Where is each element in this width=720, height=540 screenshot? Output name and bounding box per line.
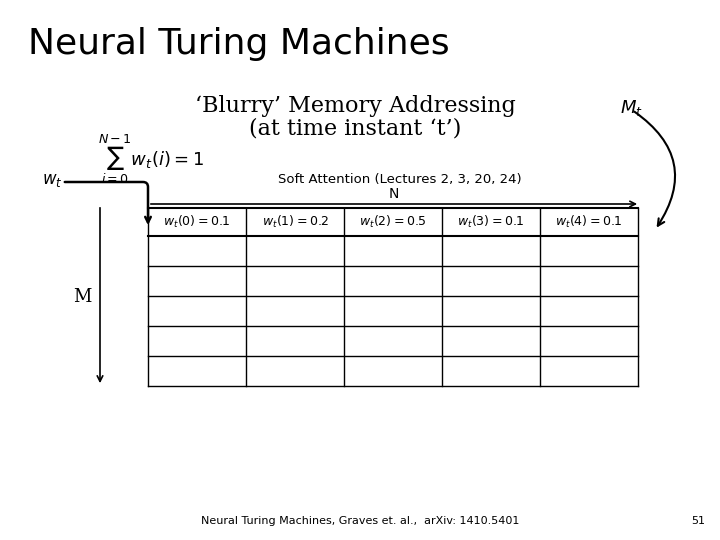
Text: (at time instant ‘t’): (at time instant ‘t’)	[249, 117, 462, 139]
Text: $\sum_{i=0}^{N-1} w_t(i) = 1$: $\sum_{i=0}^{N-1} w_t(i) = 1$	[98, 132, 204, 186]
Text: $w_t(3) = 0.1$: $w_t(3) = 0.1$	[457, 214, 525, 230]
Text: N: N	[389, 187, 399, 201]
Text: ‘Blurry’ Memory Addressing: ‘Blurry’ Memory Addressing	[194, 95, 516, 117]
Text: M: M	[73, 288, 92, 306]
Text: $w_t$: $w_t$	[42, 172, 63, 189]
Text: Neural Turing Machines: Neural Turing Machines	[28, 27, 449, 61]
Text: $M_t$: $M_t$	[620, 98, 643, 118]
Text: $w_t(4) = 0.1$: $w_t(4) = 0.1$	[555, 214, 623, 230]
Text: $w_t(0) = 0.1$: $w_t(0) = 0.1$	[163, 214, 231, 230]
Text: Neural Turing Machines, Graves et. al.,  arXiv: 1410.5401: Neural Turing Machines, Graves et. al., …	[201, 516, 519, 526]
Text: 51: 51	[691, 516, 705, 526]
Text: $w_t(1) = 0.2$: $w_t(1) = 0.2$	[261, 214, 328, 230]
Text: Soft Attention (Lectures 2, 3, 20, 24): Soft Attention (Lectures 2, 3, 20, 24)	[278, 173, 522, 186]
FancyArrowPatch shape	[634, 112, 675, 226]
Text: $w_t(2) = 0.5$: $w_t(2) = 0.5$	[359, 214, 427, 230]
